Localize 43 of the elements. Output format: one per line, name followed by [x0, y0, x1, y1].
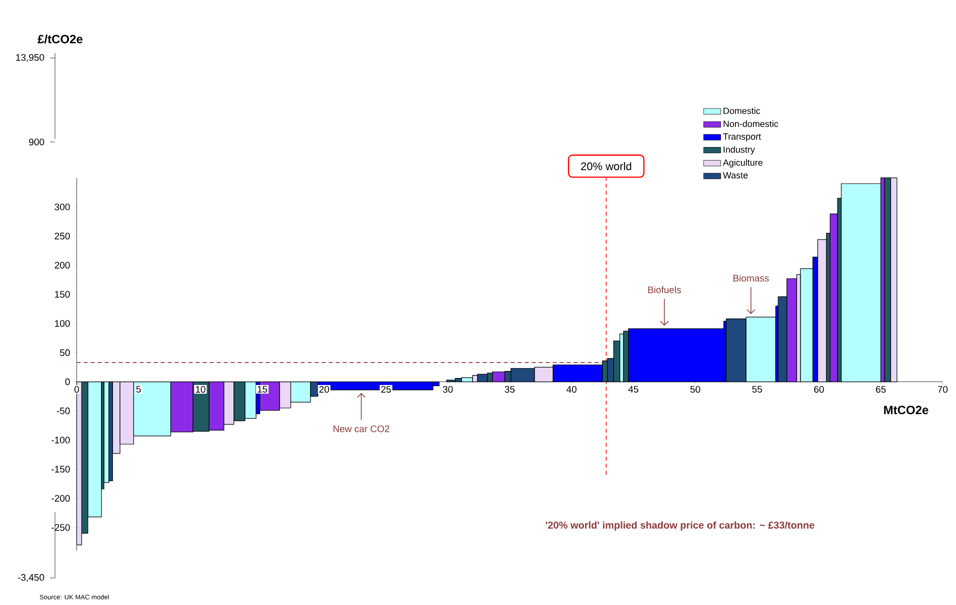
y-tick-label: 150 [55, 290, 70, 298]
ref-line-label: 20% world [581, 162, 632, 170]
y-tick-label: 0 [65, 378, 70, 386]
y-tick-label: 100 [55, 320, 70, 327]
legend-label: Transport [723, 133, 761, 142]
annotation: New car CO2 [334, 425, 390, 432]
x-tick-label: 45 [628, 386, 638, 393]
y-tick-label: -150 [52, 466, 70, 473]
x-tick-label: 5 [136, 386, 141, 393]
y-tick-label: 250 [54, 232, 70, 240]
x-tick-label: 70 [938, 386, 948, 393]
x-tick-label: 25 [381, 386, 391, 393]
legend-label: Waste [722, 172, 748, 178]
x-tick-label: 15 [258, 386, 268, 393]
x-tick-label: 65 [876, 386, 886, 393]
text: £/tCO2e [38, 34, 82, 44]
text: 900 [29, 138, 44, 146]
y-tick-label: 200 [54, 262, 70, 269]
x-axis-title: MtCO2e [884, 406, 928, 414]
legend-label: Agiculture [722, 159, 763, 168]
x-tick-label: 60 [814, 386, 824, 393]
annotation: '20% world' implied shadow price of carbon: ~ £33/tonne [546, 521, 814, 531]
y-tick-label: -200 [52, 494, 70, 502]
y-tick-label: 300 [54, 204, 70, 210]
legend-label: Non-domestic [724, 120, 778, 128]
x-tick-label: 40 [566, 386, 576, 393]
x-tick-label: 50 [690, 386, 700, 393]
text: -3,450 [18, 574, 44, 582]
x-tick-label: 55 [752, 386, 762, 393]
annotation: Biomass [734, 274, 769, 282]
y-tick-label: -250 [52, 524, 70, 531]
x-tick-label: 30 [442, 386, 453, 393]
y-tick-label: -50 [56, 408, 70, 414]
y-tick-label: -100 [52, 436, 70, 444]
legend-label: Domestic [724, 107, 760, 114]
text: 13,950 [16, 54, 44, 62]
legend-label: Industry [724, 146, 755, 155]
y-tick-label: 50 [60, 349, 70, 356]
x-tick-label: 0 [74, 386, 79, 393]
x-tick-label: 35 [504, 386, 515, 393]
x-tick-label: 10 [196, 386, 206, 393]
x-tick-label: 20 [319, 386, 330, 393]
annotation: Biofuels [648, 286, 681, 294]
